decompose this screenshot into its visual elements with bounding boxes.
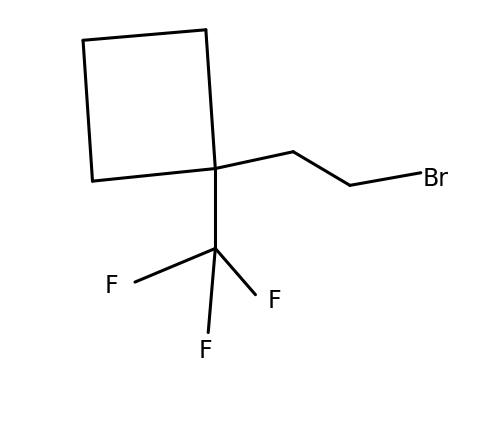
Text: F: F <box>199 339 213 363</box>
Text: F: F <box>267 289 281 313</box>
Text: F: F <box>105 274 119 298</box>
Text: Br: Br <box>423 167 449 191</box>
